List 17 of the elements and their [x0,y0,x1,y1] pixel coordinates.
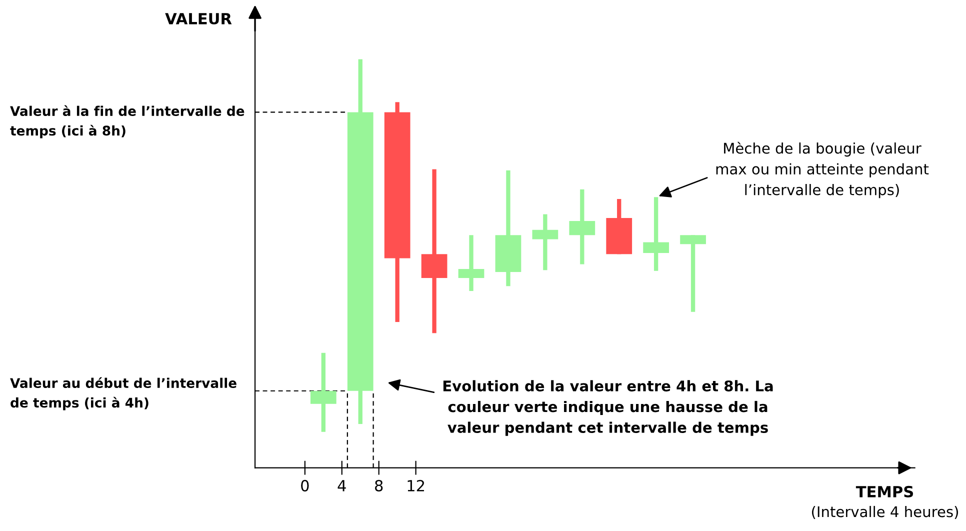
candlestick [643,197,669,271]
text: Valeur à la fin de l’intervalle de temps (ici à 8h) [10,105,244,138]
annotation: Mèche de la bougie (valeur max ou min atteinte pendant l’intervalle de temps) [716,142,929,198]
candlestick [532,214,558,270]
text: (Intervalle 4 heures) [812,506,958,519]
candlestick [569,189,596,264]
x-tick-label: 0 [301,480,309,492]
annotation: Evolution de la valeur entre 4h et 8h. La couleur verte indique une hausse de la valeur pendant cet intervalle de temps [443,380,773,436]
text: Valeur au début de l’intervalle de temps (ici à 4h) [10,377,236,410]
candlestick [310,352,336,432]
x-tick-label: 12 [408,480,424,492]
x-tick-label: 4 [338,480,346,492]
x-axis-title: TEMPS [856,486,914,498]
y-axis-title: VALEUR [165,13,232,24]
candlestick [680,235,706,312]
x-tick-label: 8 [375,480,383,492]
candlestick [458,235,484,292]
